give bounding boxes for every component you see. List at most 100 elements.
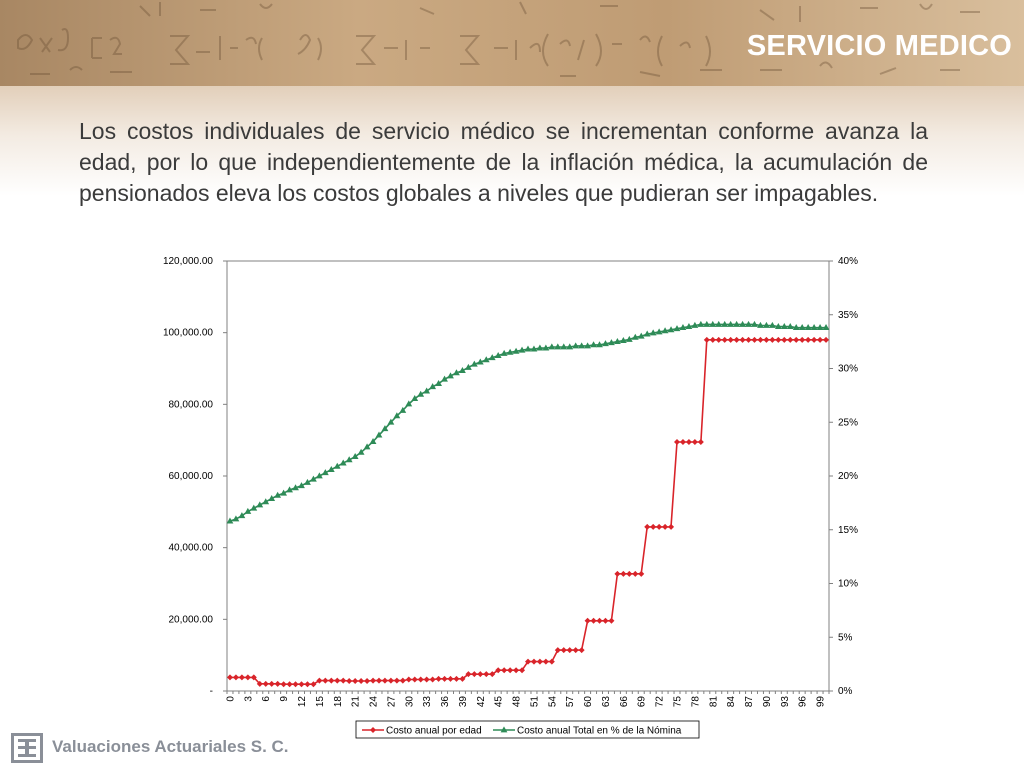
x-axis-tick-label: 93 [780,696,791,708]
costo-anual-por-edad-point [775,336,782,343]
costo-total-nomina-point [763,321,770,328]
costo-anual-por-edad-point [751,336,758,343]
costo-total-nomina-point [608,339,615,346]
costo-anual-por-edad-point [554,647,561,654]
costo-anual-por-edad-point [668,523,675,530]
costo-anual-por-edad-point [393,677,400,684]
costo-anual-por-edad-point [805,336,812,343]
costo-total-nomina-point [369,438,377,444]
legend-marker-series-1 [370,727,376,733]
costo-total-nomina-point [357,448,365,455]
costo-total-nomina-point [733,320,741,327]
right-axis: 0% 5% 10% 15% 20% 25% 30% 35% 40% [829,256,858,697]
costo-total-nomina-point [387,418,395,425]
costo-total-nomina-point [703,320,711,327]
series-costo-anual-por-edad-line [230,339,826,686]
costo-anual-por-edad-point [292,681,299,688]
slide-title: SERVICIO MEDICO [746,30,1012,62]
costo-anual-por-edad-point [489,671,496,678]
costo-anual-por-edad-point [256,680,263,687]
costo-anual-por-edad-point [340,677,347,684]
costo-total-nomina-point [625,335,633,342]
costo-anual-por-edad-point [674,438,681,445]
costo-total-nomina-point [435,379,442,386]
costo-anual-por-edad-point [536,658,543,665]
costo-total-nomina-point [816,324,824,331]
x-axis-tick-label: 60 [583,696,594,708]
costo-anual-por-edad-point [572,647,579,654]
costo-anual-por-edad-point [727,336,734,343]
costo-total-nomina-point [310,475,317,482]
costo-total-nomina-point [244,507,252,514]
costo-total-nomina-point [709,320,717,327]
costo-anual-por-edad-point [650,523,657,530]
costo-anual-por-edad-point [399,677,406,684]
costo-total-nomina-point [494,352,502,358]
costo-total-nomina-point [655,328,663,335]
x-axis-tick-label: 6 [261,696,272,702]
left-axis-tick-label: 60,000.00 [169,471,214,482]
header-fade [0,86,1024,196]
right-axis-tick-label: 40% [838,256,858,267]
x-axis-tick-label: 45 [494,696,505,708]
right-axis-tick-label: 15% [838,525,858,536]
costo-total-nomina-point [518,346,526,353]
costo-total-nomina-point [476,358,484,365]
x-axis-tick-label: 39 [458,696,469,708]
costo-anual-por-edad-point [685,438,692,445]
costo-total-nomina-point [262,498,270,505]
costo-anual-por-edad-point [703,336,710,343]
costo-anual-por-edad-point [596,617,603,624]
costo-total-nomina-point [292,484,299,491]
costo-total-nomina-point [768,321,776,328]
costo-total-nomina-point [804,324,812,331]
costo-anual-por-edad-point [411,676,418,683]
costo-anual-por-edad-point [280,681,287,688]
costo-anual-por-edad-point [238,674,245,681]
costo-total-nomina-point [631,333,639,340]
x-axis-tick-label: 57 [565,696,576,708]
costo-anual-por-edad-point [364,677,371,684]
x-axis-tick-label: 36 [440,696,451,708]
math-formulas-background [17,1,980,77]
costo-anual-por-edad-point [352,677,359,684]
costo-total-nomina-point [417,390,425,397]
costo-total-nomina-point [274,491,282,498]
costo-total-nomina-point [822,324,830,331]
left-axis-tick-label: - [210,686,213,697]
costo-anual-por-edad-point [322,677,329,684]
costo-anual-por-edad-point [733,336,740,343]
costo-anual-por-edad-point [614,570,621,577]
costo-anual-por-edad-point [632,570,639,577]
costo-total-nomina-point [232,515,240,522]
costo-total-nomina-point [745,320,752,327]
x-axis-tick-label: 96 [798,696,809,708]
costo-total-nomina-point [411,395,419,401]
x-axis-tick-label: 51 [529,696,540,708]
costo-total-nomina-point [536,344,544,351]
costo-anual-por-edad-point [483,671,490,678]
x-axis-tick-label: 42 [476,696,487,708]
costo-total-nomina-point [810,324,818,331]
x-axis-tick-label: 27 [386,696,397,708]
costo-anual-por-edad-point [328,677,335,684]
costo-anual-por-edad-point [566,647,573,654]
costo-total-nomina-point [470,360,478,367]
costo-anual-por-edad-point [501,667,508,674]
costo-total-nomina-point [751,320,758,327]
costo-anual-por-edad-point [346,677,353,684]
costo-anual-por-edad-point [757,336,764,343]
costo-total-nomina-point [584,342,592,349]
x-axis-tick-label: 33 [422,696,433,708]
costo-total-nomina-point [739,320,746,327]
costo-anual-por-edad-point [715,336,722,343]
costo-anual-por-edad-point [507,667,514,674]
costo-anual-por-edad-point [656,523,663,530]
x-axis-tick-label: 0 [225,696,236,702]
header-banner: SERVICIO MEDICO [0,0,1024,86]
costo-total-nomina-point [637,332,645,339]
costo-anual-por-edad-point [799,336,806,343]
costo-anual-por-edad-point [405,676,412,683]
costo-anual-por-edad-point [262,680,269,687]
costo-total-nomina-point [482,356,490,363]
